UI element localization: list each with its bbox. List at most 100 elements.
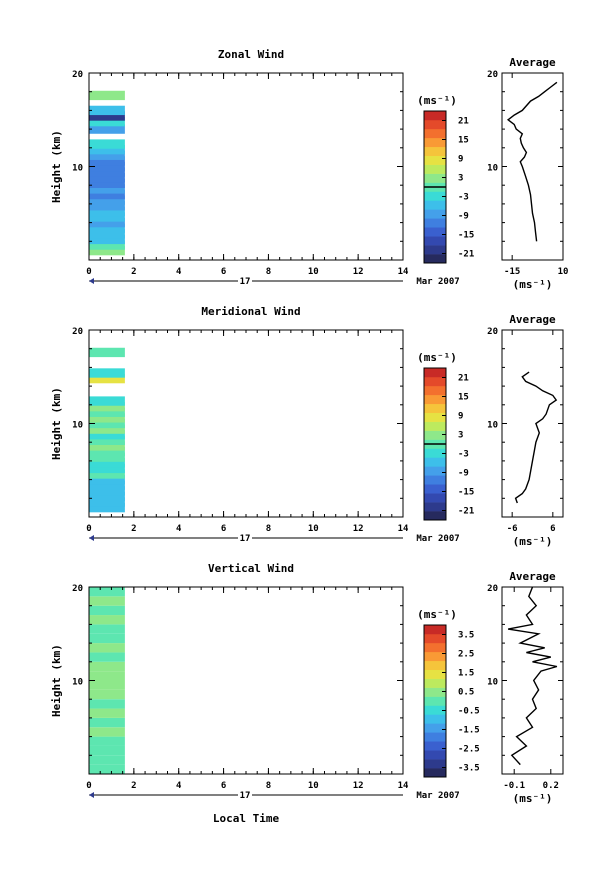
heatmap-cell bbox=[89, 424, 125, 434]
avg-unit: (ms⁻¹) bbox=[513, 278, 553, 291]
colorbar-tick-label: 9 bbox=[458, 155, 463, 165]
colorbar-tick-label: 3 bbox=[458, 174, 463, 184]
colorbar-segment bbox=[424, 768, 446, 778]
heatmap-cell bbox=[89, 727, 125, 737]
avg-x-tick-label: -0.1 bbox=[503, 781, 525, 791]
y-tick-label: 20 bbox=[72, 584, 83, 594]
y-tick-label: 20 bbox=[72, 70, 83, 80]
colorbar-segment bbox=[424, 448, 446, 458]
avg-title: Average bbox=[509, 570, 556, 583]
colorbar-tick-label: -3 bbox=[458, 450, 469, 460]
x-tick-label: 2 bbox=[131, 524, 136, 534]
avg-unit: (ms⁻¹) bbox=[513, 792, 553, 805]
colorbar-tick-label: 3 bbox=[458, 431, 463, 441]
heatmap-cell bbox=[89, 430, 125, 440]
heatmap-cell bbox=[89, 173, 125, 183]
colorbar-segment bbox=[424, 236, 446, 246]
x-tick-label: 10 bbox=[308, 524, 319, 534]
avg-x-tick-label: 6 bbox=[550, 524, 555, 534]
heatmap-cell bbox=[89, 458, 125, 468]
colorbar-segment bbox=[424, 705, 446, 715]
date-label-bg bbox=[238, 275, 252, 287]
colorbar-segment bbox=[424, 696, 446, 706]
date-line-arrow bbox=[89, 535, 94, 541]
heatmap-cell bbox=[89, 178, 125, 189]
colorbar-segment bbox=[424, 155, 446, 165]
heatmap-cell bbox=[89, 661, 125, 672]
colorbar-segment bbox=[424, 625, 446, 635]
colorbar-segment bbox=[424, 368, 446, 378]
avg-x-tick-label: -15 bbox=[504, 267, 520, 277]
colorbar-segment bbox=[424, 128, 446, 139]
colorbar-segment bbox=[424, 741, 446, 751]
colorbar-tick-label: 2.5 bbox=[458, 650, 474, 660]
x-tick-label: 0 bbox=[86, 524, 91, 534]
colorbar-tick-label: 15 bbox=[458, 393, 469, 403]
avg-frame bbox=[501, 586, 564, 775]
avg-profile-line bbox=[514, 371, 558, 504]
heatmap-cell bbox=[89, 105, 125, 116]
avg-profile-line bbox=[507, 586, 558, 766]
heatmap-cell bbox=[89, 195, 125, 205]
heatmap-cell bbox=[89, 446, 125, 457]
heatmap-cell bbox=[89, 755, 125, 765]
colorbar-segment bbox=[424, 421, 446, 431]
x-tick-label: 0 bbox=[86, 267, 91, 277]
panel-title: Vertical Wind bbox=[208, 562, 294, 575]
heatmap-cell bbox=[89, 736, 125, 746]
colorbar-segment bbox=[424, 245, 446, 255]
avg-title: Average bbox=[509, 56, 556, 69]
heatmap-cell bbox=[89, 491, 125, 502]
colorbar-segment bbox=[424, 457, 446, 467]
panel-2 bbox=[88, 586, 564, 801]
x-tick-label: 2 bbox=[131, 267, 136, 277]
colorbar-unit: (ms⁻¹) bbox=[417, 94, 457, 107]
heatmap-cell bbox=[89, 587, 125, 597]
colorbar-segment bbox=[424, 430, 446, 440]
colorbar-tick-label: -9 bbox=[458, 212, 469, 222]
date-line-arrow bbox=[89, 278, 94, 284]
heatmap-cell bbox=[89, 150, 125, 160]
x-tick-label: 8 bbox=[266, 781, 271, 791]
colorbar-tick-label: 15 bbox=[458, 136, 469, 146]
colorbar-tick-label: -2.5 bbox=[458, 745, 480, 755]
colorbar-segment bbox=[424, 111, 446, 121]
y-axis-label: Height (km) bbox=[50, 130, 63, 203]
heatmap-cell bbox=[89, 240, 125, 250]
heatmap-cell bbox=[89, 156, 125, 166]
colorbar-segment bbox=[424, 164, 446, 174]
colorbar-segment bbox=[424, 376, 446, 387]
date-line-arrow bbox=[89, 792, 94, 798]
heatmap-cell bbox=[89, 368, 125, 378]
x-tick-label: 4 bbox=[176, 267, 182, 277]
colorbar-tick-label: 0.5 bbox=[458, 688, 474, 698]
colorbar-segment bbox=[424, 385, 446, 396]
date-month-label: Mar 2007 bbox=[416, 277, 459, 287]
colorbar-segment bbox=[424, 493, 446, 503]
x-tick-label: 4 bbox=[176, 524, 182, 534]
colorbar-tick-label: -1.5 bbox=[458, 726, 480, 736]
y-tick-label: 10 bbox=[72, 421, 83, 431]
heatmap-cell bbox=[89, 469, 125, 479]
heatmap-cell bbox=[89, 764, 125, 774]
heatmap-cell bbox=[89, 671, 125, 681]
x-tick-label: 6 bbox=[221, 781, 226, 791]
colorbar-segment bbox=[424, 714, 446, 724]
heatmap-cell bbox=[89, 167, 125, 177]
x-tick-label: 14 bbox=[398, 267, 409, 277]
heatmap-cell bbox=[89, 90, 125, 101]
colorbar-segment bbox=[424, 119, 446, 130]
avg-y-tick-label: 10 bbox=[487, 678, 498, 688]
heatmap-cell bbox=[89, 652, 125, 662]
x-tick-label: 12 bbox=[353, 524, 364, 534]
colorbar-segment bbox=[424, 146, 446, 157]
heatmap-cell bbox=[89, 161, 125, 172]
heatmap-cell bbox=[89, 124, 125, 134]
heatmap-cell bbox=[89, 624, 125, 634]
y-axis-label: Height (km) bbox=[50, 387, 63, 460]
x-tick-label: 8 bbox=[266, 267, 271, 277]
y-tick-label: 10 bbox=[72, 678, 83, 688]
heatmap-cell bbox=[89, 189, 125, 200]
colorbar-tick-label: -0.5 bbox=[458, 707, 480, 717]
